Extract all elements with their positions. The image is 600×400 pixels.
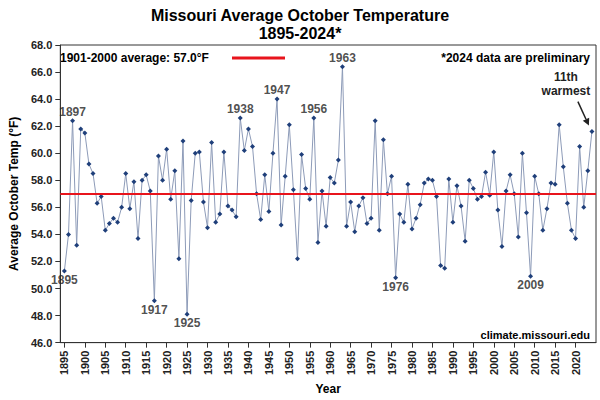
svg-text:1995: 1995 bbox=[467, 351, 479, 375]
svg-text:1950: 1950 bbox=[283, 351, 295, 375]
svg-text:1897: 1897 bbox=[59, 105, 86, 119]
svg-text:1945: 1945 bbox=[263, 351, 275, 375]
svg-text:2000: 2000 bbox=[488, 351, 500, 375]
svg-text:Average October Temp (°F): Average October Temp (°F) bbox=[7, 117, 21, 271]
svg-text:1980: 1980 bbox=[406, 351, 418, 375]
svg-text:1895: 1895 bbox=[51, 273, 78, 287]
svg-text:1947: 1947 bbox=[264, 83, 291, 97]
svg-text:62.0: 62.0 bbox=[31, 120, 52, 132]
svg-text:Missouri Average October Tempe: Missouri Average October Temperature bbox=[151, 7, 449, 24]
svg-text:56.0: 56.0 bbox=[31, 201, 52, 213]
svg-text:1905: 1905 bbox=[99, 351, 111, 375]
svg-text:1895-2024*: 1895-2024* bbox=[259, 25, 343, 42]
svg-text:1925: 1925 bbox=[174, 316, 201, 330]
svg-text:11th: 11th bbox=[554, 70, 578, 84]
svg-text:1920: 1920 bbox=[161, 351, 173, 375]
svg-text:1990: 1990 bbox=[447, 351, 459, 375]
svg-text:1901-2000 average: 57.0°F: 1901-2000 average: 57.0°F bbox=[60, 51, 209, 65]
svg-text:1985: 1985 bbox=[426, 351, 438, 375]
svg-text:52.0: 52.0 bbox=[31, 255, 52, 267]
svg-text:2020: 2020 bbox=[570, 351, 582, 375]
svg-text:50.0: 50.0 bbox=[31, 283, 52, 295]
svg-text:climate.missouri.edu: climate.missouri.edu bbox=[481, 329, 590, 341]
svg-text:1917: 1917 bbox=[141, 303, 168, 317]
svg-text:2005: 2005 bbox=[508, 351, 520, 375]
svg-text:1960: 1960 bbox=[324, 351, 336, 375]
svg-text:68.0: 68.0 bbox=[31, 39, 52, 51]
svg-text:58.0: 58.0 bbox=[31, 174, 52, 186]
svg-text:1940: 1940 bbox=[242, 351, 254, 375]
svg-text:2015: 2015 bbox=[549, 351, 561, 375]
svg-text:2010: 2010 bbox=[529, 351, 541, 375]
svg-text:1976: 1976 bbox=[382, 280, 409, 294]
svg-text:1938: 1938 bbox=[227, 102, 254, 116]
svg-text:64.0: 64.0 bbox=[31, 93, 52, 105]
svg-text:*2024 data are preliminary: *2024 data are preliminary bbox=[441, 51, 590, 65]
svg-text:1935: 1935 bbox=[222, 351, 234, 375]
svg-text:54.0: 54.0 bbox=[31, 228, 52, 240]
svg-text:1910: 1910 bbox=[120, 351, 132, 375]
svg-text:1956: 1956 bbox=[300, 102, 327, 116]
svg-text:60.0: 60.0 bbox=[31, 147, 52, 159]
svg-text:66.0: 66.0 bbox=[31, 66, 52, 78]
svg-text:1963: 1963 bbox=[329, 51, 356, 65]
svg-text:1975: 1975 bbox=[386, 351, 398, 375]
svg-text:48.0: 48.0 bbox=[31, 310, 52, 322]
svg-text:1895: 1895 bbox=[58, 351, 70, 375]
svg-text:1965: 1965 bbox=[345, 351, 357, 375]
svg-text:2009: 2009 bbox=[517, 278, 544, 292]
svg-text:1915: 1915 bbox=[140, 351, 152, 375]
svg-text:1955: 1955 bbox=[304, 351, 316, 375]
svg-text:warmest: warmest bbox=[541, 84, 591, 98]
svg-text:46.0: 46.0 bbox=[31, 337, 52, 349]
svg-text:1900: 1900 bbox=[79, 351, 91, 375]
svg-text:1925: 1925 bbox=[181, 351, 193, 375]
svg-text:1970: 1970 bbox=[365, 351, 377, 375]
svg-text:Year: Year bbox=[315, 382, 341, 396]
svg-text:1930: 1930 bbox=[202, 351, 214, 375]
